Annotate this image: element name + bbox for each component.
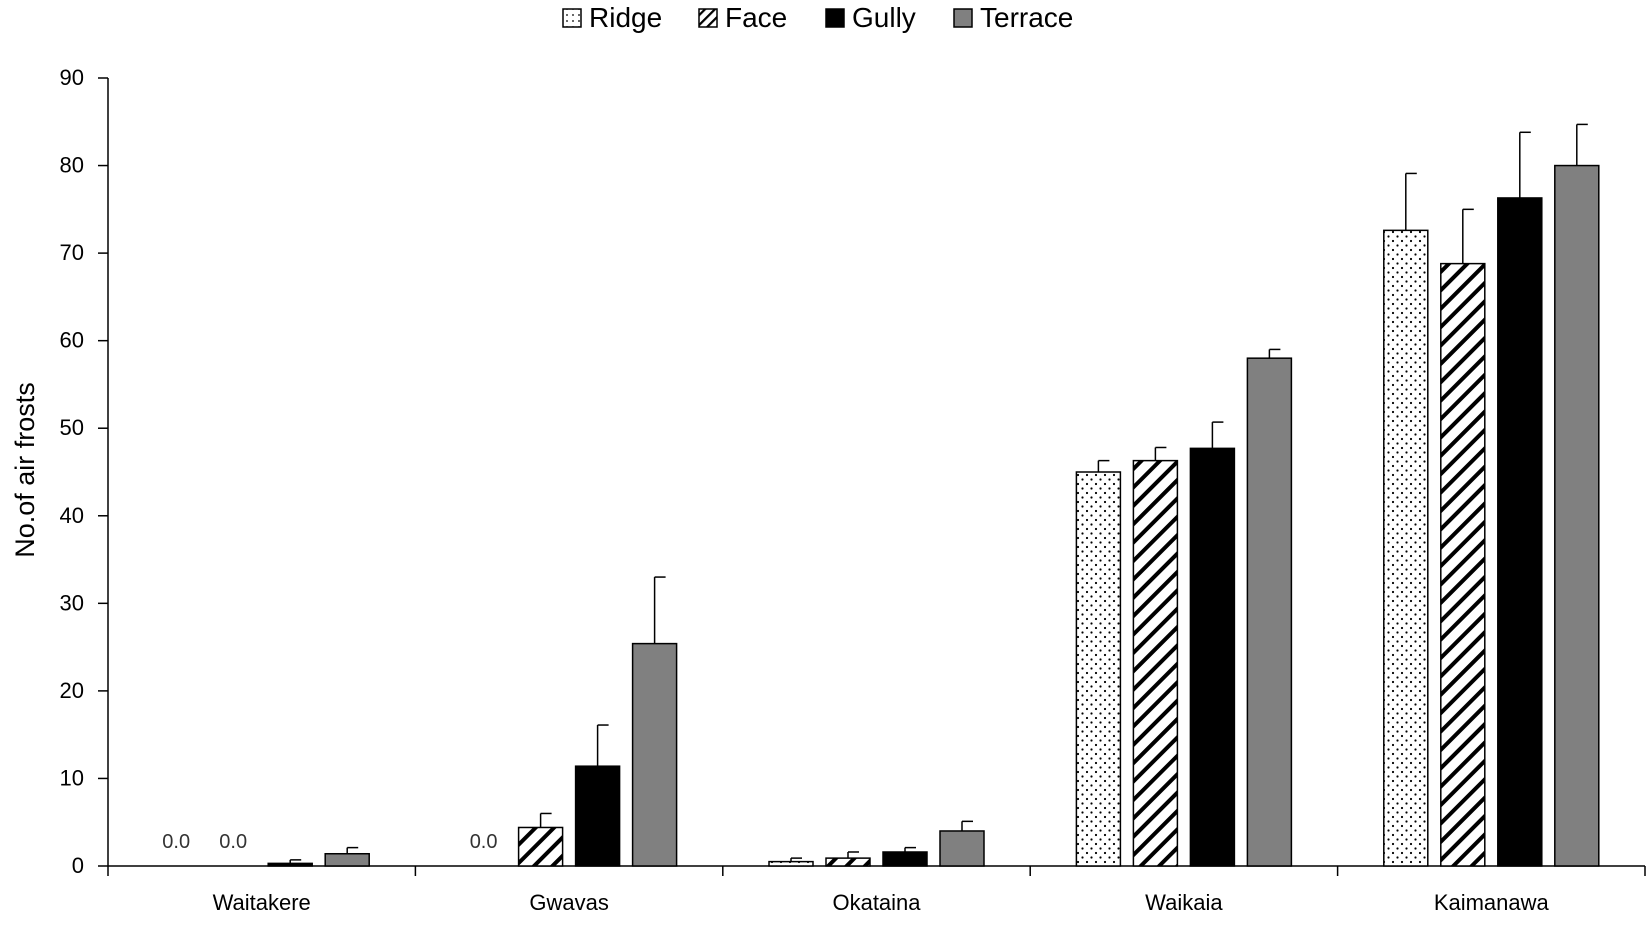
y-tick-label: 20 <box>60 678 84 703</box>
x-tick-label: Waitakere <box>213 890 311 915</box>
y-tick-label: 60 <box>60 328 84 353</box>
bar-terrace-kaimanawa <box>1554 164 1600 867</box>
bar-terrace-waikaia <box>1246 357 1293 867</box>
y-tick-label: 0 <box>72 853 84 878</box>
bar-face-kaimanawa <box>1440 262 1486 867</box>
y-tick-label: 10 <box>60 765 84 790</box>
bar-gully-gwavas <box>574 765 621 867</box>
bars-group: 0.0 0.0 0.0 <box>162 123 1600 867</box>
bar-ridge-waikaia <box>1075 471 1122 867</box>
bar-gully-kaimanawa <box>1497 197 1543 867</box>
y-tick-label: 40 <box>60 503 84 528</box>
x-axis: Waitakere Gwavas Okataina Waikaia Kaimanawa <box>107 865 1646 915</box>
data-label: 0.0 <box>162 831 190 853</box>
x-tick-label: Gwavas <box>529 890 608 915</box>
bar-gully-waikaia <box>1189 447 1236 867</box>
data-label: 0.0 <box>219 831 247 853</box>
y-tick-label: 30 <box>60 590 84 615</box>
x-tick-label: Kaimanawa <box>1434 890 1550 915</box>
bar-terrace-okataina <box>939 830 985 867</box>
x-tick-label: Waikaia <box>1145 890 1223 915</box>
bar-face-okataina <box>825 857 871 867</box>
bar-terrace-gwavas <box>631 642 678 867</box>
legend-label-terrace: Terrace <box>980 2 1073 33</box>
y-tick-label: 90 <box>60 65 84 90</box>
legend-swatch-ridge <box>562 8 582 28</box>
y-tick-label: 80 <box>60 153 84 178</box>
bar-ridge-okataina <box>768 860 814 867</box>
bar-face-gwavas <box>517 826 564 867</box>
bar-ridge-kaimanawa <box>1383 229 1429 867</box>
chart-legend: Ridge Face Gully Terrace <box>562 2 1073 33</box>
legend-swatch-gully <box>825 8 845 28</box>
bar-terrace-waitakere <box>324 852 370 867</box>
y-tick-label: 70 <box>60 240 84 265</box>
bar-gully-waitakere <box>267 862 313 867</box>
bar-gully-okataina <box>882 851 928 867</box>
legend-label-face: Face <box>725 2 787 33</box>
y-tick-label: 50 <box>60 415 84 440</box>
y-axis-label: No.of air frosts <box>10 382 40 558</box>
legend-swatch-terrace <box>953 8 973 28</box>
y-axis: 0 10 20 30 40 50 60 70 80 90 <box>60 65 109 878</box>
legend-label-ridge: Ridge <box>589 2 662 33</box>
bar-face-waikaia <box>1132 459 1179 867</box>
x-tick-label: Okataina <box>832 890 921 915</box>
legend-swatch-face <box>698 8 718 28</box>
legend-label-gully: Gully <box>852 2 916 33</box>
data-label: 0.0 <box>470 831 498 853</box>
